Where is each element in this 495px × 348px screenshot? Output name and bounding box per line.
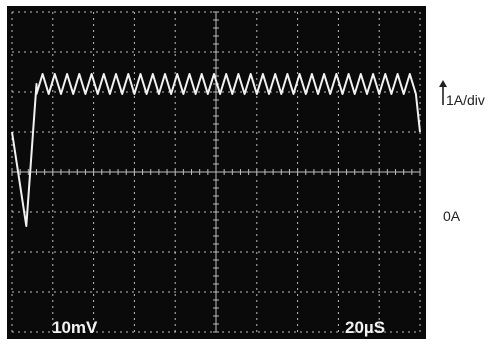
horizontal-scale-readout: 20µS bbox=[345, 318, 385, 337]
signal-trace bbox=[11, 73, 421, 227]
vertical-scale-readout: 10mV bbox=[52, 318, 98, 337]
trace-group bbox=[11, 73, 421, 227]
graticule bbox=[11, 11, 421, 333]
scale-label: 1A/div bbox=[446, 92, 485, 108]
zero-level-label: 0A bbox=[443, 208, 461, 224]
up-arrow-icon bbox=[439, 80, 447, 105]
